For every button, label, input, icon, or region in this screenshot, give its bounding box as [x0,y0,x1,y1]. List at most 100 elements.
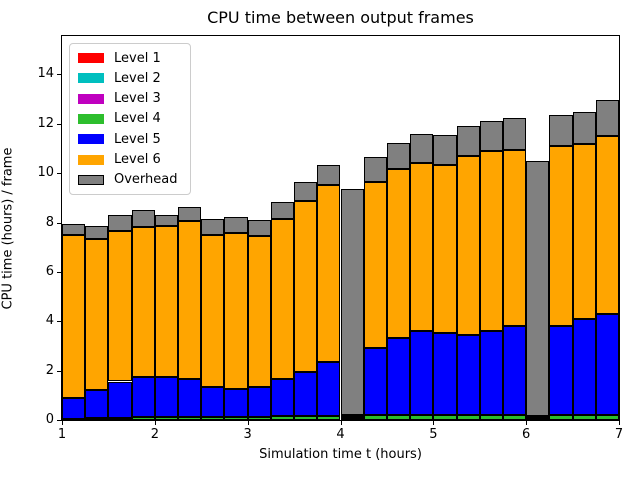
bar-segment-level-4 [549,415,573,420]
bar-segment-level-5 [247,387,271,418]
bar-segment-level-6 [201,234,225,388]
bar-segment-level-6 [178,220,202,379]
level2-color-swatch [78,73,104,84]
y-tick-mark [57,74,61,76]
bar-segment-level-4 [479,415,503,420]
bar-segment-level-6 [410,163,434,332]
bar-segment-level-5 [502,325,527,416]
y-tick-mark [57,420,61,421]
bar-segment-level-5 [317,361,341,417]
bar-segment-level-4 [294,416,318,420]
axis-spine-top [61,35,620,36]
level1-color-swatch [78,53,104,64]
legend-label: Level 6 [114,152,161,168]
bar-segment-level-6 [224,232,248,389]
y-tick-mark [57,123,61,125]
bar-segment-level-5 [108,381,132,418]
bar-segment-level-4 [178,417,202,420]
bar-segment-level-6 [247,235,271,388]
legend-entry-level3: Level 3 [70,89,190,109]
bar-segment-level-6 [363,182,387,348]
bar-segment-level-6 [62,234,86,398]
bar-segment-overhead [572,112,596,145]
bar-segment-level-4 [154,417,179,420]
bar-segment-level-5 [456,335,480,416]
legend-entry-level1: Level 1 [70,48,190,68]
bar-segment-level-4 [433,415,457,420]
bar-segment-level-5 [549,325,573,416]
bar-segment-overhead [363,157,387,183]
level5-color-swatch [78,134,104,145]
bar-segment-level-5 [131,376,155,418]
bar-segment-overhead [479,121,503,152]
legend-label: Level 1 [114,50,161,66]
axis-spine-bottom [61,420,620,421]
x-tick-label: 1 [57,427,67,442]
level6-color-swatch [78,154,104,165]
bar-segment-level-5 [178,378,202,418]
y-tick-label: 4 [45,313,54,329]
bar-segment-overhead [526,160,550,416]
bar-segment-level-6 [572,144,596,320]
bar-segment-overhead [386,143,411,169]
x-tick-label: 6 [522,427,531,442]
axis-spine-right [619,35,620,421]
legend-label: Level 5 [114,131,161,147]
x-tick-label: 5 [429,427,438,442]
bar-segment-level-4 [595,415,619,420]
level4-color-swatch [78,113,104,124]
bar-segment-overhead [340,188,364,415]
bar-segment-level-4 [363,415,387,420]
bar-segment-overhead [247,219,271,236]
bar-segment-overhead [294,182,318,201]
y-tick-label: 10 [37,165,54,181]
bar-segment-overhead [456,125,480,157]
overhead-color-swatch [78,174,104,185]
bar-segment-level-6 [294,200,318,372]
bar-segment-overhead [154,214,179,227]
bar-segment-level-6 [433,164,457,334]
bar-segment-level-6 [154,226,179,378]
legend-label: Level 3 [114,91,161,107]
bar-segment-overhead [410,133,434,164]
y-tick-label: 2 [45,362,54,378]
bar-segment-overhead [85,226,109,239]
y-tick-label: 8 [45,214,54,230]
bar-segment-overhead [549,114,573,147]
bar-segment-level-5 [154,377,179,418]
bar-segment-overhead [317,164,341,185]
bar-segment-level-4 [410,415,434,420]
bar-segment-level-4 [108,417,132,420]
bar-segment-overhead [595,99,619,136]
bar-segment-level-4 [131,417,155,420]
x-tick-mark [247,421,249,425]
bar-segment-level-5 [85,389,109,419]
y-tick-mark [57,271,61,273]
bar-segment-level-6 [270,218,295,379]
bar-segment-level-5 [363,347,387,416]
chart-title: CPU time between output frames [207,8,474,27]
bar-segment-level-4 [247,417,271,420]
bar-segment-level-6 [386,168,411,338]
y-tick-label: 12 [37,115,54,131]
legend-label: Overhead [114,172,178,188]
legend-entry-level6: Level 6 [70,150,190,170]
legend-label: Level 4 [114,111,161,127]
y-tick-label: 14 [37,66,54,82]
bar-segment-level-5 [386,337,411,416]
bar-segment-level-6 [108,230,132,382]
y-tick-label: 0 [45,412,54,427]
bar-segment-overhead [502,118,527,150]
legend: Level 1 Level 2 Level 3 Level 4 Level 5 … [69,43,191,195]
bar-segment-level-6 [549,146,573,326]
bar-segment-level-6 [340,414,364,417]
y-tick-mark [57,222,61,224]
bar-segment-level-6 [85,238,109,390]
legend-entry-level4: Level 4 [70,109,190,129]
bar-segment-level-5 [201,387,225,418]
bar-segment-overhead [270,201,295,219]
x-tick-label: 4 [336,427,345,442]
x-tick-mark [340,421,342,425]
bar-segment-overhead [62,224,86,235]
x-tick-mark [526,421,528,425]
